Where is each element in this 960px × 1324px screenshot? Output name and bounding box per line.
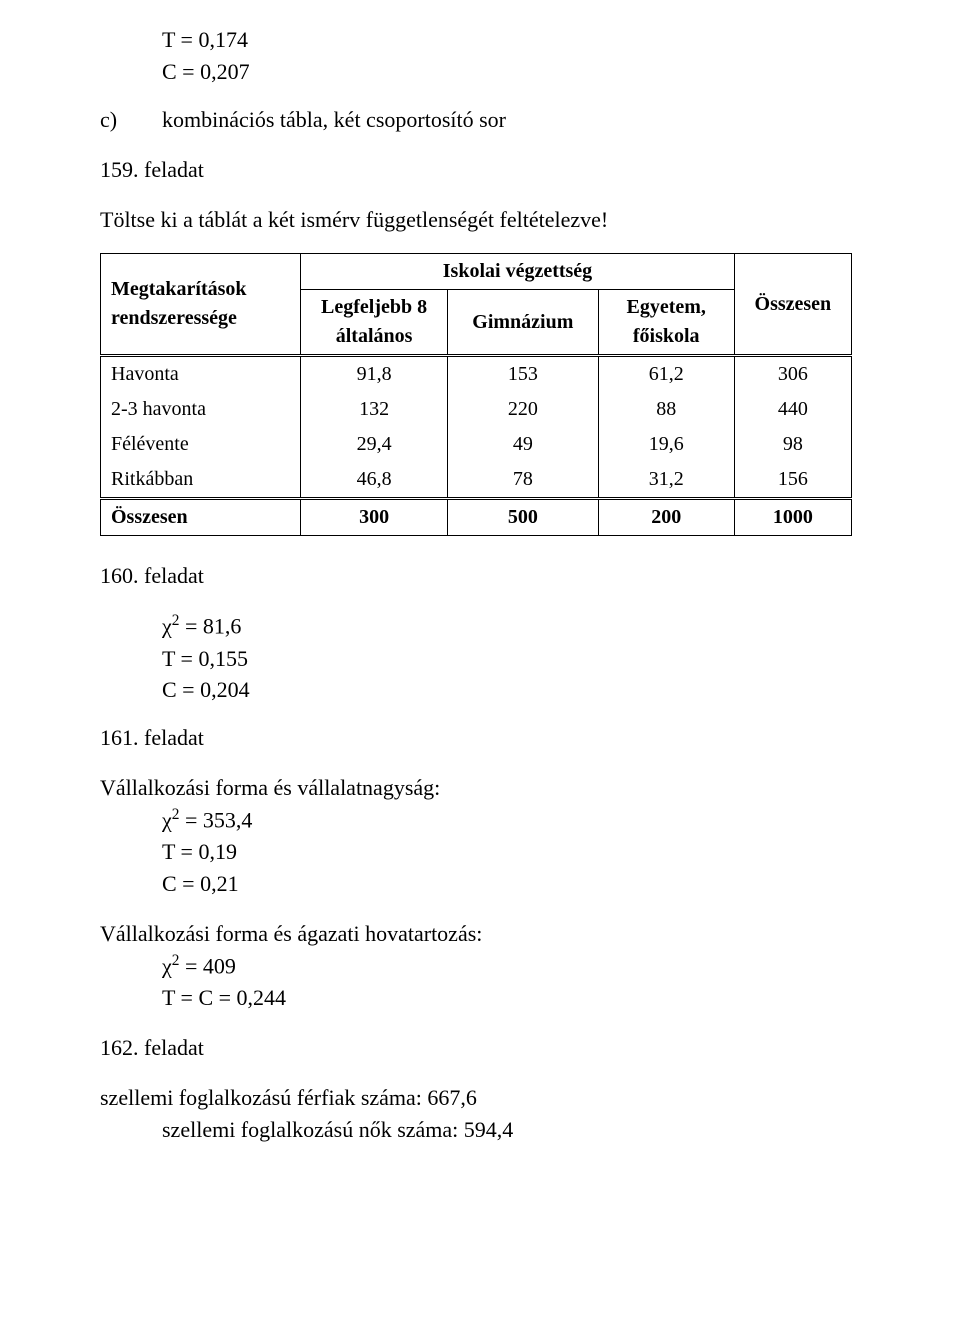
- cell: 132: [301, 392, 448, 427]
- title-161a: Vállalkozási forma és vállalatnagyság:: [100, 772, 860, 804]
- table-row-total: Összesen 300 500 200 1000: [101, 499, 852, 536]
- c-value: C = 0,207: [162, 56, 860, 88]
- heading-161: 161. feladat: [100, 722, 860, 754]
- heading-160: 160. feladat: [100, 560, 860, 592]
- cell: 153: [447, 356, 598, 393]
- cell: 88: [598, 392, 734, 427]
- table-row: Ritkábban 46,8 78 31,2 156: [101, 462, 852, 499]
- th-col-2: Gimnázium: [447, 290, 598, 356]
- th-rowhead: Megtakarítások rendszeressége: [101, 254, 301, 356]
- th-group: Iskolai végzettség: [301, 254, 734, 290]
- section-c: c) kombinációs tábla, két csoportosító s…: [100, 104, 860, 136]
- t-161a: T = 0,19: [162, 836, 860, 868]
- section-c-text: kombinációs tábla, két csoportosító sor: [162, 104, 506, 136]
- cell: 29,4: [301, 427, 448, 462]
- heading-159: 159. feladat: [100, 154, 860, 186]
- page: T = 0,174 C = 0,207 c) kombinációs tábla…: [0, 0, 960, 1324]
- cell: 300: [301, 499, 448, 536]
- th-total: Összesen: [734, 254, 851, 356]
- t-value: T = 0,174: [162, 24, 860, 56]
- result-161a: χ2 = 353,4 T = 0,19 C = 0,21: [100, 804, 860, 900]
- title-161b: Vállalkozási forma és ágazati hovatartoz…: [100, 918, 860, 950]
- cell-label: Havonta: [101, 356, 301, 393]
- table-row: 2-3 havonta 132 220 88 440: [101, 392, 852, 427]
- cell: 1000: [734, 499, 851, 536]
- cell-label: Félévente: [101, 427, 301, 462]
- cell: 61,2: [598, 356, 734, 393]
- result-161b: χ2 = 409 T = C = 0,244: [100, 950, 860, 1014]
- cell: 91,8: [301, 356, 448, 393]
- line-162-1: szellemi foglalkozású férfiak száma: 667…: [100, 1082, 860, 1114]
- cell: 440: [734, 392, 851, 427]
- cell: 220: [447, 392, 598, 427]
- c-160: C = 0,204: [162, 674, 860, 706]
- cell: 31,2: [598, 462, 734, 499]
- cell: 200: [598, 499, 734, 536]
- chi2-161a: χ2 = 353,4: [162, 804, 860, 836]
- cell: 46,8: [301, 462, 448, 499]
- top-values: T = 0,174 C = 0,207: [100, 24, 860, 88]
- section-c-marker: c): [100, 104, 162, 136]
- line-162-2: szellemi foglalkozású nők száma: 594,4: [100, 1114, 860, 1146]
- chi2-161b: χ2 = 409: [162, 950, 860, 982]
- table-row: Havonta 91,8 153 61,2 306: [101, 356, 852, 393]
- cell: 500: [447, 499, 598, 536]
- text-159: Töltse ki a táblát a két ismérv függetle…: [100, 204, 860, 236]
- result-160: χ2 = 81,6 T = 0,155 C = 0,204: [100, 610, 860, 706]
- cell: 49: [447, 427, 598, 462]
- cell: 98: [734, 427, 851, 462]
- cell-label: 2-3 havonta: [101, 392, 301, 427]
- cell-label: Összesen: [101, 499, 301, 536]
- cell: 306: [734, 356, 851, 393]
- cell: 156: [734, 462, 851, 499]
- cell: 19,6: [598, 427, 734, 462]
- c-161a: C = 0,21: [162, 868, 860, 900]
- th-col-3: Egyetem, főiskola: [598, 290, 734, 356]
- heading-162: 162. feladat: [100, 1032, 860, 1064]
- table-row: Félévente 29,4 49 19,6 98: [101, 427, 852, 462]
- chi2-160: χ2 = 81,6: [162, 610, 860, 642]
- data-table: Megtakarítások rendszeressége Iskolai vé…: [100, 253, 852, 536]
- th-col-1: Legfeljebb 8 általános: [301, 290, 448, 356]
- cell: 78: [447, 462, 598, 499]
- cell-label: Ritkábban: [101, 462, 301, 499]
- tc-161b: T = C = 0,244: [162, 982, 860, 1014]
- t-160: T = 0,155: [162, 643, 860, 675]
